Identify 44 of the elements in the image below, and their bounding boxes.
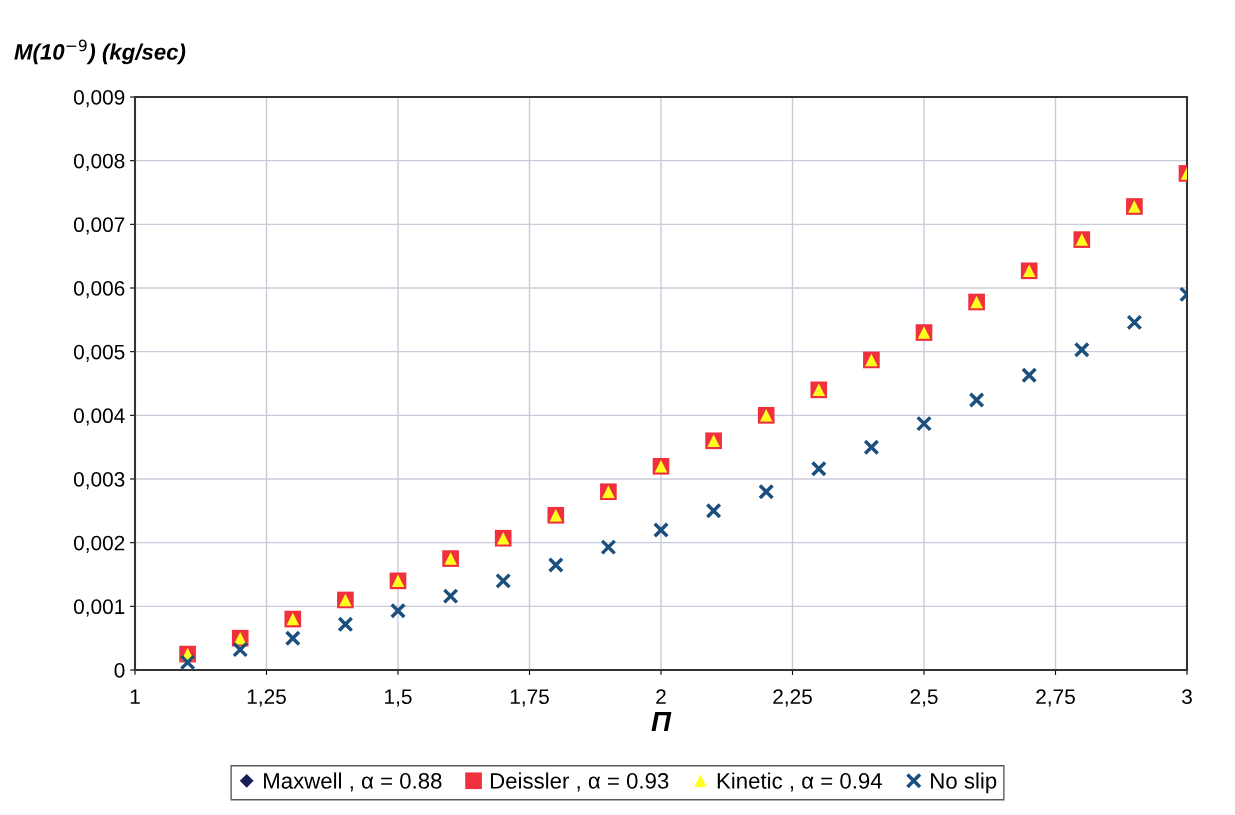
point <box>1021 367 1038 384</box>
point <box>600 539 617 556</box>
legend-label: Deissler , α = 0.93 <box>490 772 669 792</box>
y-tick-label: 0,008 <box>73 153 125 171</box>
legend-label: Maxwell , α = 0.88 <box>264 772 442 792</box>
legend-label: Kinetic , α = 0.94 <box>717 772 882 792</box>
y-tick-label: 0,007 <box>73 217 125 235</box>
x-tick-label: 1,5 <box>385 689 412 707</box>
point <box>284 630 301 647</box>
point <box>968 392 985 409</box>
legend-label: No slip <box>931 772 997 794</box>
y-tick-label: 0,004 <box>73 408 125 426</box>
point <box>337 616 354 633</box>
x-tick-label: 1 <box>130 689 140 704</box>
y-tick-label: 0,006 <box>73 281 125 299</box>
point <box>1073 341 1090 358</box>
point <box>863 439 880 456</box>
x-axis-title: Π <box>651 711 672 732</box>
point <box>179 654 196 670</box>
y-axis-title: M(10$^{−9}$) (kg/sec) <box>14 39 186 65</box>
y-tick-label: 0 <box>114 663 125 678</box>
x-tick-label: 1,25 <box>247 689 286 707</box>
y-tick-label: 0,001 <box>73 599 125 617</box>
point <box>495 572 512 589</box>
point <box>810 460 827 477</box>
x-tick-label: 2,5 <box>910 689 938 707</box>
point <box>758 483 775 500</box>
y-tick-label: 0,005 <box>73 344 125 362</box>
point <box>1126 314 1143 331</box>
point <box>705 502 722 519</box>
x-tick-label: 2 <box>656 689 666 704</box>
point <box>232 641 249 658</box>
point <box>390 602 406 619</box>
x-tick-label: 2,25 <box>773 689 812 707</box>
point <box>442 588 459 605</box>
point <box>916 415 932 432</box>
x-tick-label: 3 <box>1182 689 1192 705</box>
y-tick-label: 0,003 <box>73 472 125 490</box>
y-tick-label: 0,002 <box>73 535 125 553</box>
x-tick-label: 1,75 <box>510 689 549 707</box>
y-tick-label: 0,009 <box>73 90 125 108</box>
x-tick-label: 2,75 <box>1036 689 1075 707</box>
point <box>547 556 564 573</box>
point <box>653 521 669 538</box>
